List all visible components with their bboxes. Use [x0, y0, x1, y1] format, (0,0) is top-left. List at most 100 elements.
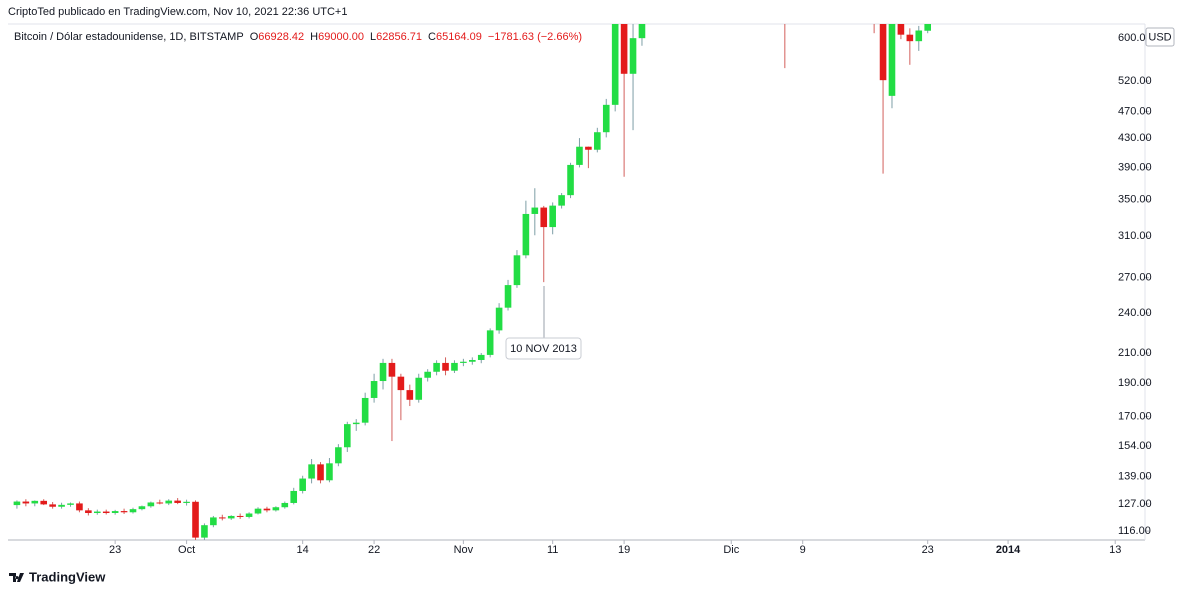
candle-body — [549, 205, 556, 228]
candle-body — [308, 464, 315, 479]
candle-body — [486, 330, 494, 355]
candle-body — [567, 164, 574, 196]
candle-body — [576, 146, 583, 165]
candle-body — [879, 24, 887, 81]
candle-body — [585, 146, 592, 150]
candle-body — [218, 517, 226, 519]
y-tick-label: 350.00 — [1118, 194, 1152, 206]
brand: TradingView — [29, 569, 106, 584]
annotation: 10 NOV 2013 — [510, 343, 577, 355]
candle-body — [370, 381, 378, 398]
candle-body — [477, 354, 485, 360]
candle-body — [469, 359, 476, 362]
ohlc-value: 62856.71 — [376, 31, 422, 43]
candle-body — [513, 255, 521, 286]
candle-body — [236, 515, 244, 517]
candle-body — [192, 501, 199, 538]
y-tick-label: 430.00 — [1118, 132, 1152, 144]
candle-body — [22, 501, 30, 504]
candle-body — [76, 503, 83, 511]
candle-body — [40, 500, 48, 505]
candle-body — [531, 207, 539, 214]
x-tick-label: Oct — [178, 544, 195, 556]
x-tick-label: 19 — [618, 544, 630, 556]
candle-body — [460, 361, 467, 363]
candle-body — [594, 132, 601, 150]
candle-body — [424, 371, 431, 378]
candle-body — [335, 447, 342, 464]
candle-body — [227, 515, 235, 519]
candle-body — [281, 502, 289, 508]
candle-body — [290, 490, 298, 503]
candle-body — [906, 34, 914, 42]
x-tick-label: 14 — [297, 544, 309, 556]
brand-logo — [9, 573, 24, 582]
candle-body — [272, 507, 280, 511]
candles — [13, 24, 932, 540]
candle-body — [138, 506, 146, 510]
x-tick-label: 23 — [922, 544, 934, 556]
candle-body — [174, 500, 181, 503]
symbol-title: Bitcoin / Dólar estadounidense, 1D, BITS… — [14, 31, 244, 43]
y-tick-label: 127.00 — [1118, 498, 1152, 510]
candle-body — [49, 504, 56, 507]
candle-body — [888, 24, 896, 96]
y-tick-label: 520.00 — [1118, 75, 1152, 87]
candle-body — [352, 422, 360, 425]
candle-body — [415, 377, 423, 400]
price-change: −1781.63 (−2.66%) — [488, 31, 582, 43]
candle-body — [299, 478, 306, 491]
y-tick-label: 600.00 — [1118, 32, 1152, 44]
candle-body — [156, 502, 164, 504]
candle-body — [210, 517, 217, 526]
candle-body — [433, 362, 440, 372]
candle-body — [120, 511, 128, 513]
currency-badge — [1145, 27, 1175, 47]
candle-body — [85, 510, 92, 514]
candle-body — [201, 525, 208, 538]
annotation-box — [505, 337, 582, 360]
candle-body — [263, 508, 271, 511]
x-tick-label: 13 — [1109, 544, 1121, 556]
candle-body — [602, 104, 610, 133]
ohlc-key: O — [250, 31, 259, 43]
candle-body — [897, 24, 905, 35]
x-tick-label: 22 — [368, 544, 380, 556]
ohlc-value: 69000.00 — [318, 31, 364, 43]
x-tick-label: 2014 — [996, 544, 1021, 556]
candle-body — [93, 511, 101, 514]
y-tick-label: 390.00 — [1118, 161, 1152, 173]
candle-body — [388, 362, 396, 377]
candle-body — [611, 24, 619, 105]
x-tick-label: Dic — [723, 544, 739, 556]
candle-body — [361, 397, 369, 423]
ohlc-key: C — [428, 31, 436, 43]
candle-body — [379, 362, 387, 382]
candle-body — [326, 463, 333, 481]
currency: USD — [1148, 31, 1171, 43]
ohlc-key: H — [310, 31, 318, 43]
x-tick-label: 23 — [109, 544, 121, 556]
x-tick-label: 9 — [800, 544, 806, 556]
ohlc-value: 66928.42 — [258, 31, 304, 43]
logo-mark — [9, 573, 24, 582]
candle-body — [147, 502, 155, 507]
y-tick-label: 190.00 — [1118, 377, 1152, 389]
candle-body — [183, 501, 190, 503]
y-tick-label: 154.00 — [1118, 440, 1152, 452]
candle-body — [317, 464, 324, 481]
y-tick-label: 170.00 — [1118, 410, 1152, 422]
candle-body — [406, 390, 414, 400]
y-tick-label: 210.00 — [1118, 347, 1152, 359]
candle-body — [254, 508, 262, 514]
candle-body — [31, 500, 39, 504]
candle-body — [165, 500, 173, 504]
publisher-line: CriptoTed publicado en TradingView.com, … — [8, 6, 347, 18]
candle-body — [67, 503, 74, 505]
y-tick-label: 470.00 — [1118, 105, 1152, 117]
candle-body — [558, 195, 565, 206]
candle-body — [629, 38, 637, 74]
candle-body — [111, 511, 119, 514]
